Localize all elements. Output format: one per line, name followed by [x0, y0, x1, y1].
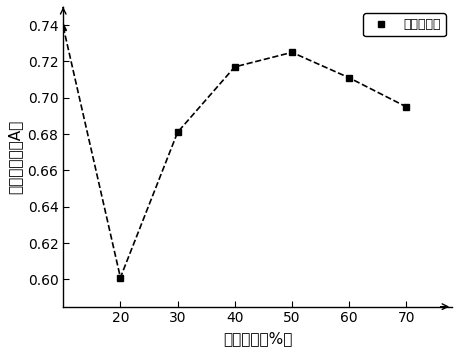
- 韭黄吸光度: [118, 275, 123, 280]
- X-axis label: 乙醇浓度（%）: 乙醇浓度（%）: [223, 331, 292, 346]
- 韭黄吸光度: [403, 105, 409, 109]
- 韭黄吸光度: [347, 76, 352, 80]
- Line: 韭黄吸光度: 韭黄吸光度: [117, 49, 410, 281]
- 韭黄吸光度: [175, 130, 180, 134]
- 韭黄吸光度: [232, 65, 237, 69]
- Legend: 韭黄吸光度: 韭黄吸光度: [364, 13, 446, 36]
- Y-axis label: 韭黄吸光度（A）: 韭黄吸光度（A）: [7, 120, 22, 194]
- 韭黄吸光度: [289, 50, 295, 54]
